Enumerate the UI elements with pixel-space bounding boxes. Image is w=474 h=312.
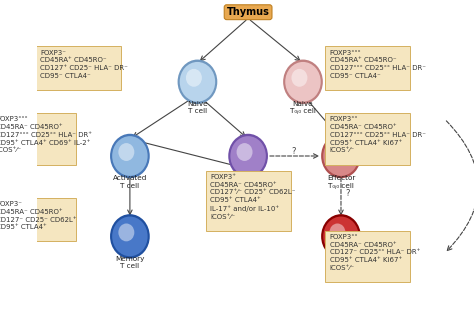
Text: ?: ? (292, 147, 296, 156)
Ellipse shape (112, 217, 147, 256)
Text: Naive
T cell: Naive T cell (187, 101, 208, 115)
Ellipse shape (237, 143, 253, 161)
Ellipse shape (228, 134, 268, 178)
Ellipse shape (230, 136, 266, 176)
Ellipse shape (323, 136, 359, 176)
FancyBboxPatch shape (0, 198, 76, 241)
Text: FOXP3ˣˣˣ
CD45RA⁺ CD45RO⁻
CD127ˣˣˣ CD25ˣˣ HLA⁻ DR⁻
CD95⁻ CTLA4⁻: FOXP3ˣˣˣ CD45RA⁺ CD45RO⁻ CD127ˣˣˣ CD25ˣˣ… (329, 50, 426, 79)
Ellipse shape (329, 143, 346, 161)
Text: Activated
T cell: Activated T cell (113, 175, 147, 189)
Ellipse shape (112, 136, 147, 176)
Text: FOXP3ˣˣ
CD45RA⁻ CD45RO⁺
CD127⁻ CD25ˣˣ HLA⁻ DR⁺
CD95⁺ CTLA4⁺ Ki67⁺
ICOS⁺⁄⁻: FOXP3ˣˣ CD45RA⁻ CD45RO⁺ CD127⁻ CD25ˣˣ HL… (329, 234, 420, 271)
Text: FOXP3⁻
CD45RA⁻ CD45RO⁺
CD127⁻ CD25⁻ CD62L⁺
CD95⁺ CTLA4⁺: FOXP3⁻ CD45RA⁻ CD45RO⁺ CD127⁻ CD25⁻ CD62… (0, 201, 77, 230)
Ellipse shape (321, 214, 361, 259)
Ellipse shape (186, 69, 202, 87)
Text: FOXP3⁺
CD45RA⁻ CD45RO⁺
CD127⁺⁄⁻ CD25⁺ CD62L⁻
CD95⁺ CTLA4⁺
IL-17⁺ and/or IL-10⁺
I: FOXP3⁺ CD45RA⁻ CD45RO⁺ CD127⁺⁄⁻ CD25⁺ CD… (210, 174, 296, 220)
Text: Activated converted
T₀ⱼ₀-like cell: Activated converted T₀ⱼ₀-like cell (211, 177, 285, 191)
Ellipse shape (180, 62, 215, 102)
Ellipse shape (118, 143, 134, 161)
Text: Thymus: Thymus (227, 7, 270, 17)
Text: ?: ? (345, 189, 349, 198)
Text: FOXP3⁻
CD45RA⁺ CD45RO⁻
CD127⁺ CD25⁻ HLA⁻ DR⁻
CD95⁻ CTLA4⁻: FOXP3⁻ CD45RA⁺ CD45RO⁻ CD127⁺ CD25⁻ HLA⁻… (40, 50, 128, 79)
Ellipse shape (329, 223, 346, 241)
Text: Effector
T₀ⱼ₀ cell: Effector T₀ⱼ₀ cell (327, 175, 355, 189)
Text: FOXP3ˣˣ
CD45RA⁻ CD45RO⁺
CD127ˣˣˣ CD25ˣˣ HLA⁻ DR⁻
CD95⁺ CTLA4⁺ Ki67⁺
ICOS⁺⁄⁻: FOXP3ˣˣ CD45RA⁻ CD45RO⁺ CD127ˣˣˣ CD25ˣˣ … (329, 116, 426, 154)
Ellipse shape (110, 214, 150, 259)
FancyBboxPatch shape (325, 113, 410, 165)
Ellipse shape (321, 134, 361, 178)
Text: Terminal
effector
T₀ⱼ₀ cell: Terminal effector T₀ⱼ₀ cell (326, 259, 356, 280)
Ellipse shape (283, 60, 323, 104)
Ellipse shape (118, 223, 134, 241)
FancyBboxPatch shape (325, 231, 410, 282)
FancyBboxPatch shape (206, 171, 291, 231)
Text: FOXP3ˣˣˣ
CD45RA⁻ CD45RO⁺
CD127ˣˣˣ CD25ˣˣ HLA⁻ DR⁺
CD95⁺ CTLA4⁺ CD69⁺ IL-2⁺
ICOS⁺: FOXP3ˣˣˣ CD45RA⁻ CD45RO⁺ CD127ˣˣˣ CD25ˣˣ… (0, 116, 92, 154)
FancyBboxPatch shape (325, 46, 410, 90)
Ellipse shape (178, 60, 217, 104)
FancyBboxPatch shape (36, 46, 120, 90)
Ellipse shape (110, 134, 150, 178)
Ellipse shape (285, 62, 321, 102)
FancyBboxPatch shape (0, 113, 76, 165)
Text: Naive
T₀ⱼ₀ cell: Naive T₀ⱼ₀ cell (290, 101, 316, 115)
Text: Memory
T cell: Memory T cell (115, 256, 145, 269)
Ellipse shape (292, 69, 308, 87)
Ellipse shape (323, 217, 359, 256)
